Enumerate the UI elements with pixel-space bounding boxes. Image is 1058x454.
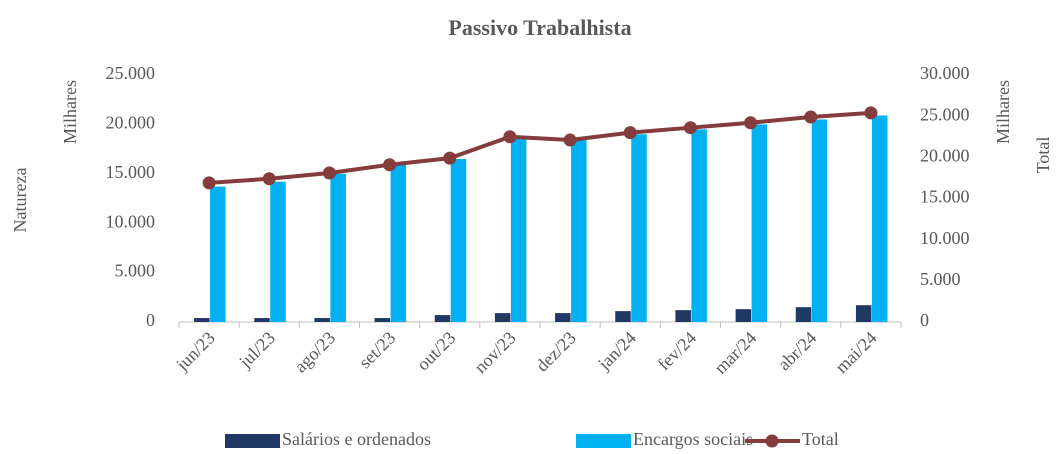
y2-axis-unit: Milhares [993,80,1013,144]
line-series [208,110,872,185]
x-tick-label: fev/24 [654,328,701,375]
y-tick-label: 15.000 [106,162,156,182]
y2-tick-label: 10.000 [920,228,970,248]
x-tick-label: abr/24 [774,328,821,375]
bar [871,115,888,323]
line-marker [202,176,216,190]
line-marker [864,106,878,120]
bar [735,309,752,322]
bar [434,315,451,322]
x-tick-label: set/23 [355,328,400,373]
y-tick-label: 0 [146,310,155,330]
y2-tick-label: 0 [920,310,929,330]
y-tick-label: 5.000 [115,261,156,281]
line-marker [443,151,457,165]
line-marker [262,172,276,186]
x-tick-label: jun/23 [171,328,218,375]
y2-tick-label: 5.000 [920,269,961,289]
legend-swatch [225,434,280,448]
bar [374,318,391,322]
y-tick-label: 10.000 [106,211,156,231]
line-marker [383,158,397,172]
legend-swatch [576,434,631,448]
bar [795,307,812,322]
line-marker [623,126,637,140]
bar [194,318,210,322]
legend-label: Salários e ordenados [282,429,431,449]
y2-axis-title: Total [1033,137,1053,174]
line-marker [744,116,758,130]
bar [555,313,571,322]
bar [675,310,691,322]
x-tick-label: mai/24 [831,328,880,377]
legend-swatch [765,434,779,448]
bar [330,173,346,322]
bar [751,124,768,323]
bar [510,137,527,322]
y-axis-unit: Milhares [60,80,80,144]
bar [571,140,587,322]
x-tick-label: jul/23 [234,328,279,373]
bar [270,181,286,322]
bar [615,311,631,322]
bar [450,158,467,322]
line-marker [503,130,517,144]
legend-label: Encargos sociais [633,429,753,449]
x-tick-label: mar/24 [710,328,760,378]
bar [210,186,226,322]
bar [811,119,828,323]
y2-tick-label: 15.000 [920,187,970,207]
line-marker [804,110,818,124]
y-axis-title: Natureza [10,168,30,233]
line-marker [683,121,697,135]
bar [855,305,872,322]
bar [314,318,330,322]
y2-tick-label: 20.000 [920,145,970,165]
y2-tick-label: 25.000 [920,104,970,124]
x-tick-label: ago/23 [290,328,339,377]
x-tick-label: jan/24 [593,328,640,375]
line-marker [322,166,336,180]
y2-tick-label: 30.000 [920,63,970,83]
bar [494,313,511,322]
x-tick-label: nov/23 [470,328,520,378]
x-tick-label: dez/23 [532,328,580,376]
bar [254,318,270,322]
bar [631,134,647,322]
line-marker [563,133,577,147]
y-tick-label: 20.000 [106,113,156,133]
x-tick-label: out/23 [413,328,460,375]
legend-label: Total [802,429,839,449]
chart-title: Passivo Trabalhista [448,15,631,40]
y-tick-label: 25.000 [106,63,156,83]
bar [691,129,707,322]
bar [390,164,407,322]
